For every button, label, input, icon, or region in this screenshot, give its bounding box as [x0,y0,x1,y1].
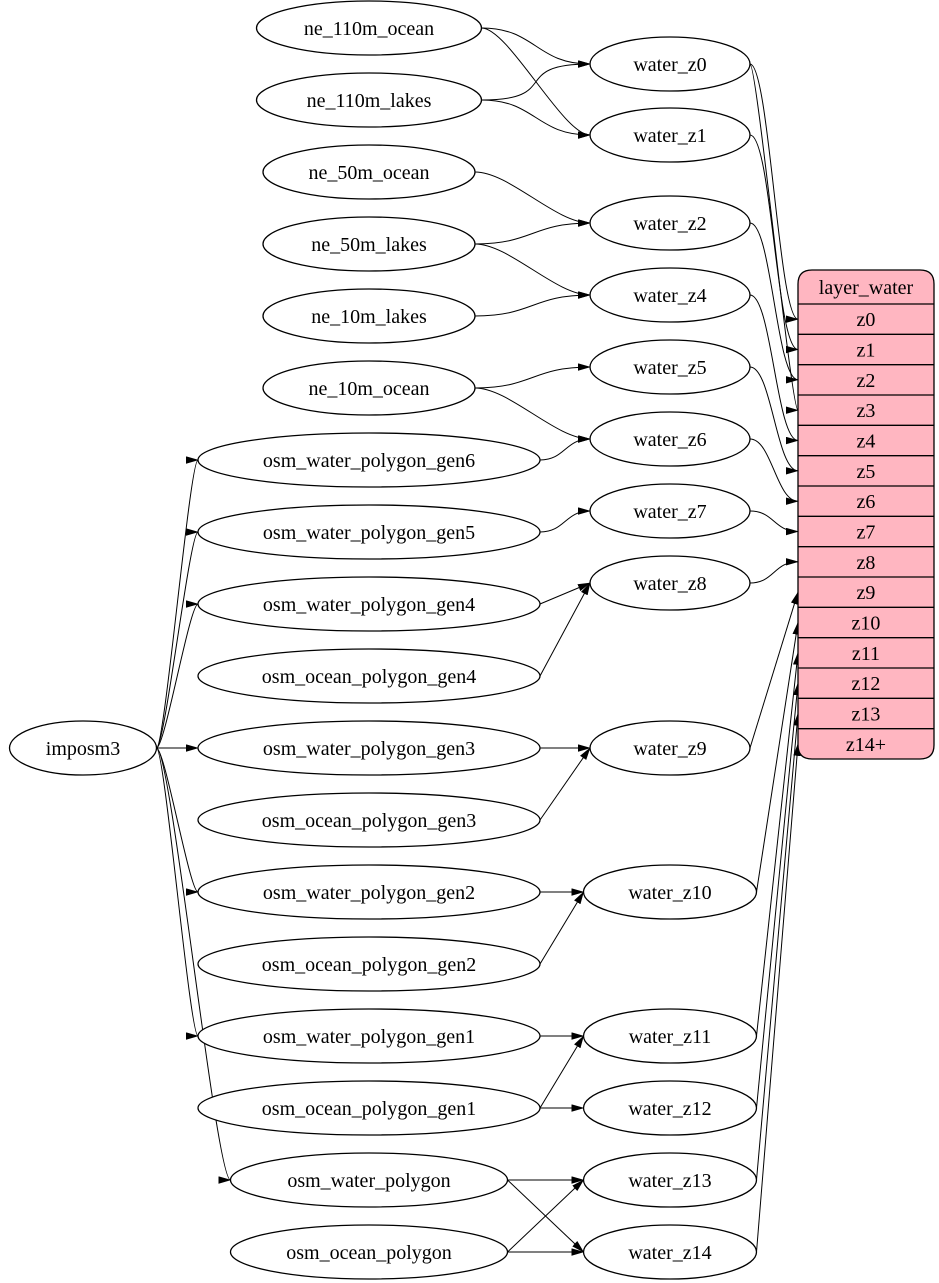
svg-text:ne_110m_ocean: ne_110m_ocean [304,18,434,40]
svg-text:z0: z0 [857,309,876,331]
svg-text:osm_water_polygon_gen4: osm_water_polygon_gen4 [263,594,475,616]
svg-text:osm_ocean_polygon_gen4: osm_ocean_polygon_gen4 [262,666,476,688]
svg-text:osm_water_polygon_gen1: osm_water_polygon_gen1 [263,1026,475,1048]
svg-text:ne_50m_ocean: ne_50m_ocean [308,162,429,184]
svg-text:water_z7: water_z7 [633,501,706,523]
svg-text:water_z8: water_z8 [633,573,706,595]
svg-text:z3: z3 [857,400,876,422]
svg-text:osm_ocean_polygon_gen1: osm_ocean_polygon_gen1 [262,1098,476,1120]
svg-text:z11: z11 [852,643,880,665]
svg-text:ne_10m_lakes: ne_10m_lakes [311,306,427,328]
svg-text:water_z5: water_z5 [633,357,706,379]
svg-text:z12: z12 [852,673,881,695]
svg-text:z7: z7 [857,522,876,544]
svg-text:water_z6: water_z6 [633,429,706,451]
svg-text:water_z1: water_z1 [633,125,706,147]
svg-text:ne_10m_ocean: ne_10m_ocean [308,378,429,400]
svg-text:z13: z13 [852,704,881,726]
svg-text:osm_ocean_polygon_gen3: osm_ocean_polygon_gen3 [262,810,476,832]
svg-text:osm_water_polygon: osm_water_polygon [287,1170,450,1192]
svg-text:osm_water_polygon_gen3: osm_water_polygon_gen3 [263,738,475,760]
svg-text:water_z14: water_z14 [628,1242,711,1264]
svg-text:water_z2: water_z2 [633,213,706,235]
svg-text:z5: z5 [857,461,876,483]
svg-text:ne_110m_lakes: ne_110m_lakes [307,90,432,112]
svg-text:water_z13: water_z13 [628,1170,711,1192]
svg-text:osm_water_polygon_gen2: osm_water_polygon_gen2 [263,882,475,904]
svg-text:z9: z9 [857,582,876,604]
svg-text:water_z11: water_z11 [629,1026,712,1048]
svg-text:osm_water_polygon_gen5: osm_water_polygon_gen5 [263,522,475,544]
svg-text:z6: z6 [857,491,876,513]
svg-text:water_z4: water_z4 [633,285,706,307]
svg-text:layer_water: layer_water [819,277,914,299]
svg-text:ne_50m_lakes: ne_50m_lakes [311,234,427,256]
svg-text:z8: z8 [857,552,876,574]
svg-text:imposm3: imposm3 [46,738,120,760]
svg-text:z4: z4 [857,431,876,453]
svg-text:z14+: z14+ [846,734,886,756]
svg-text:z2: z2 [857,370,876,392]
svg-text:water_z10: water_z10 [628,882,711,904]
svg-text:osm_water_polygon_gen6: osm_water_polygon_gen6 [263,450,475,472]
svg-text:water_z12: water_z12 [628,1098,711,1120]
svg-text:osm_ocean_polygon_gen2: osm_ocean_polygon_gen2 [262,954,476,976]
svg-text:z1: z1 [857,340,876,362]
svg-text:osm_ocean_polygon: osm_ocean_polygon [286,1242,452,1264]
svg-text:water_z9: water_z9 [633,738,706,760]
svg-text:z10: z10 [852,613,881,635]
svg-text:water_z0: water_z0 [633,54,706,76]
